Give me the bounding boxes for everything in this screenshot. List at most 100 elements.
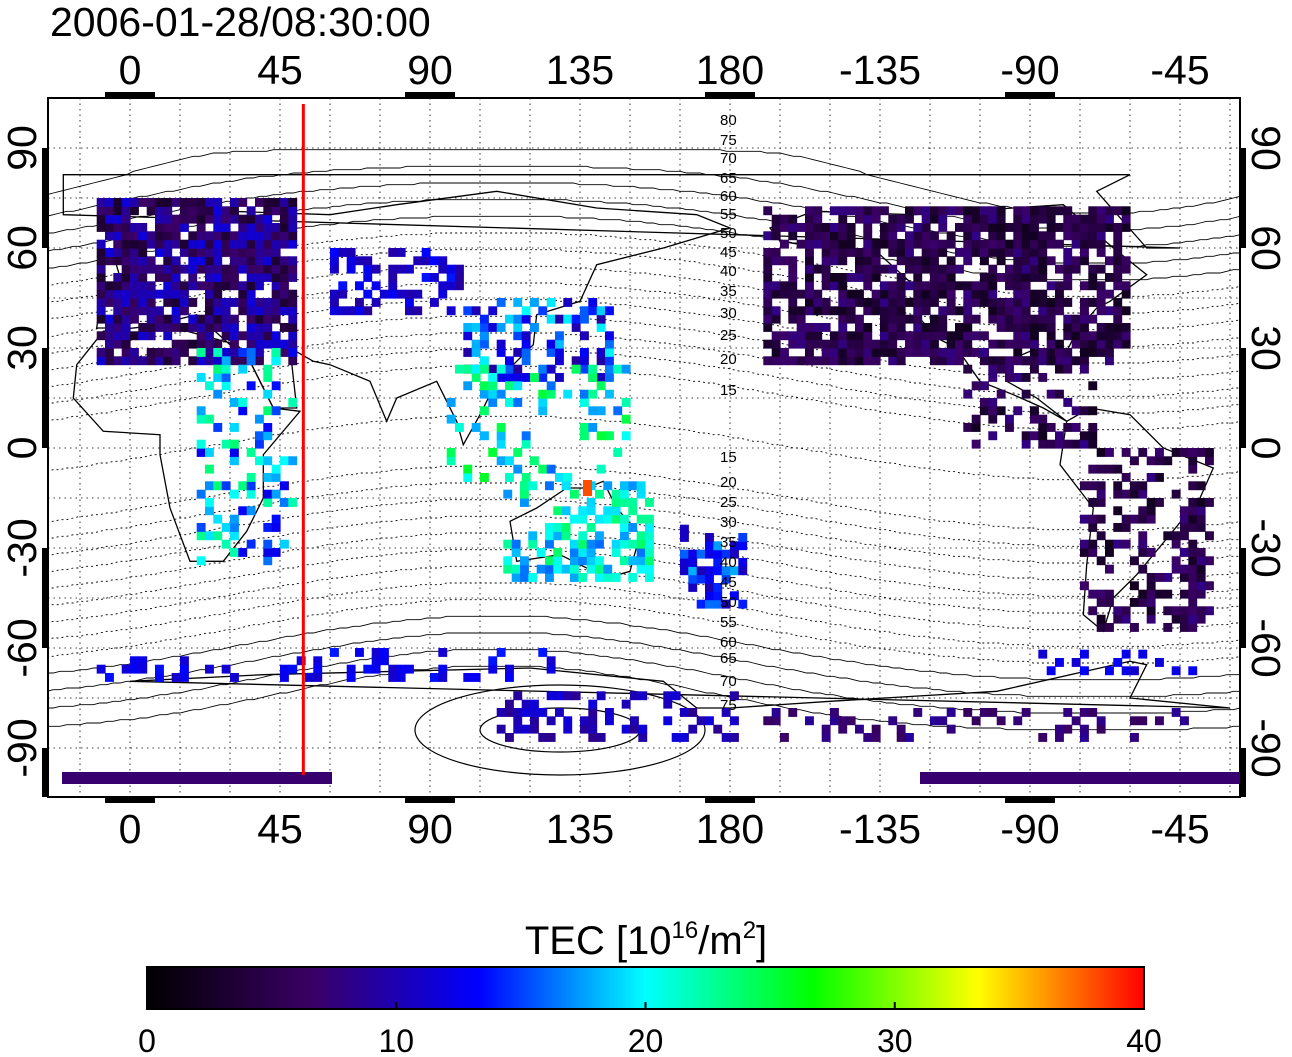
tec-cell [571,364,581,374]
tec-cell [1030,289,1039,299]
tec-cell [1055,431,1064,441]
tec-cell [505,381,514,391]
tec-cell [130,348,139,357]
tec-cell [571,314,581,324]
tec-cell [1188,514,1198,524]
tec-cell [896,331,906,341]
contour-label: 25 [720,327,737,344]
tec-cell [1055,223,1064,232]
tec-cell [705,566,714,576]
tec-cell [1080,356,1089,366]
tec-cell [813,264,823,274]
tec-cell [788,223,798,232]
tec-cell [613,406,623,416]
tec-cell [213,231,223,241]
tec-cell [596,431,606,441]
tec-cell [446,281,456,291]
tec-cell [105,248,114,257]
tec-cell [563,716,573,726]
tec-cell [96,256,106,266]
tec-cell [838,239,848,249]
tec-cell [586,556,596,566]
tec-cell [421,248,431,257]
tec-cell [288,239,298,249]
tec-cell [146,289,156,299]
tec-cell [578,573,588,582]
tec-cell [921,289,931,299]
tec-cell [263,298,273,307]
tec-cell [238,356,248,366]
tec-cell [1105,339,1114,349]
tec-cell [913,206,923,216]
tec-cell [255,281,264,291]
tec-cell [963,306,973,316]
tec-cell [988,214,998,224]
tec-cell [230,264,239,274]
tec-cell [246,306,256,316]
frame-bar [42,148,48,248]
tec-cell [503,539,513,549]
tec-cell [913,273,923,282]
tec-cell [230,331,239,341]
tec-cell [513,716,523,726]
tec-cell [405,298,414,307]
tec-cell [330,256,339,266]
tec-cell [980,348,989,357]
tec-cell [113,273,123,282]
tec-cell [238,364,248,374]
tec-cell [888,716,898,726]
tec-cell [896,314,906,324]
tec-cell [680,733,689,742]
tec-cell [396,664,406,674]
tec-cell [620,481,629,491]
tec-cell [738,541,748,551]
tec-cell [180,673,189,682]
tec-cell [221,239,231,249]
tec-cell [771,708,781,717]
tec-cell [205,339,214,349]
tec-cell [213,423,223,432]
tec-cell [813,306,823,316]
tec-cell [1138,649,1148,659]
tec-cell [1038,649,1048,659]
tec-cell [1155,716,1164,726]
tec-cell [213,281,223,291]
tec-cell [288,323,298,332]
tec-cell [1013,306,1023,316]
tec-cell [121,281,131,291]
tec-cell [621,699,631,709]
tec-cell [846,306,856,316]
tec-cell [955,206,964,216]
tec-cell [763,256,773,266]
tec-cell [180,306,189,316]
tec-cell [913,231,923,241]
tec-cell [1188,556,1198,566]
tec-cell [588,699,598,709]
tec-cell [788,256,798,266]
tec-cell [1071,331,1081,341]
tec-cell [588,389,598,399]
tec-cell [971,223,981,232]
tec-cell [896,223,906,232]
tec-cell [1096,214,1106,224]
tec-cell [221,223,231,232]
tec-cell [570,539,579,549]
tec-cell [271,231,281,241]
tec-cell [1171,531,1181,541]
tec-cell [121,356,131,366]
tec-cell [930,273,939,282]
tec-cell [263,214,273,224]
tec-cell [805,306,814,316]
tec-cell [888,331,898,341]
tec-cell [338,281,348,291]
tec-cell [578,531,588,541]
tec-cell [1055,264,1064,274]
tec-cell [611,573,621,582]
tec-cell [130,281,139,291]
tec-cell [788,314,798,324]
tec-cell [838,314,848,324]
tec-cell [280,264,289,274]
tec-cell [1121,256,1131,266]
tec-cell [980,289,989,299]
tec-cell [863,231,873,241]
